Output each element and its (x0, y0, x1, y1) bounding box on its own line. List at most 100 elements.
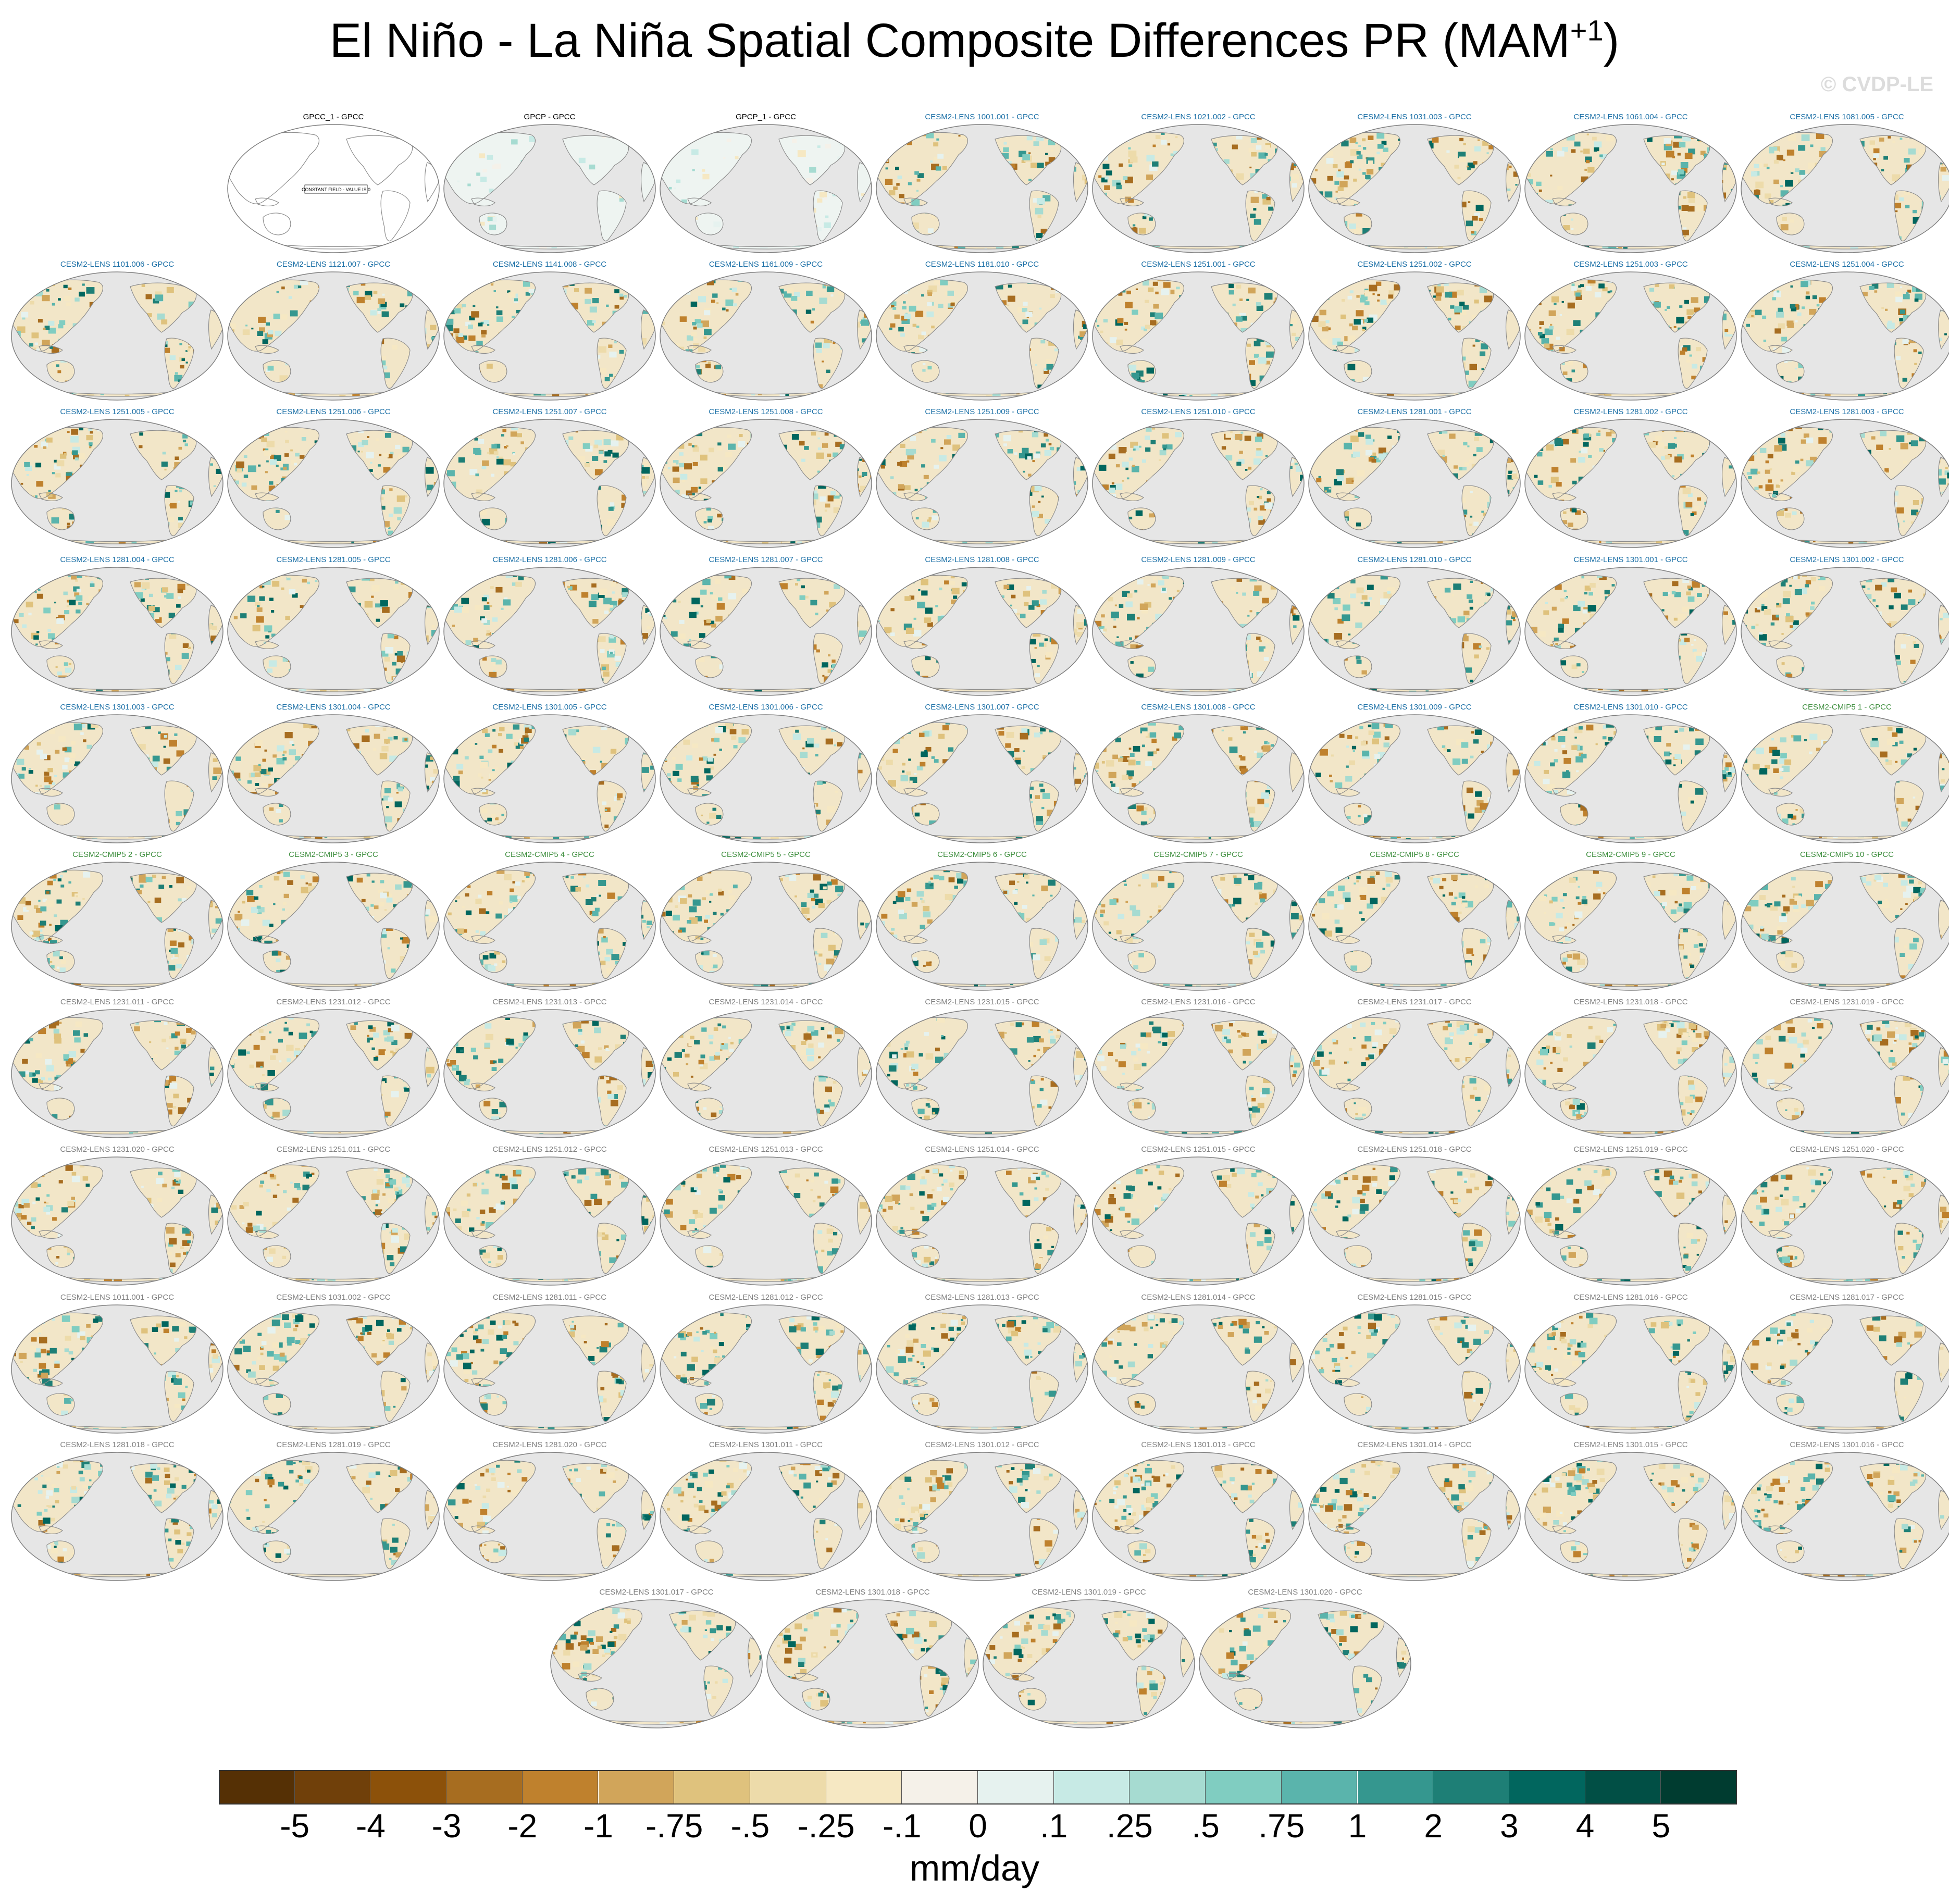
coastline (1859, 1463, 1927, 1513)
coastline (911, 213, 940, 235)
globe-border (227, 419, 440, 548)
coastline (1029, 338, 1059, 389)
coastline (1894, 1075, 1924, 1127)
coastline (1336, 1378, 1360, 1387)
coastline (1552, 1378, 1576, 1387)
coastline (1938, 1342, 1949, 1383)
colorbar-swatch (1281, 1770, 1358, 1805)
globe-border (983, 1599, 1195, 1728)
globe-border (876, 271, 1088, 401)
map-panel: CESM2-LENS 1301.009 - GPCC (1308, 702, 1521, 846)
globe-map (1308, 1452, 1521, 1581)
coastline (1695, 129, 1710, 139)
coastline (614, 571, 629, 582)
coastline (1560, 360, 1588, 383)
coastline (597, 1075, 627, 1127)
panel-title: CESM2-LENS 1301.006 - GPCC (659, 702, 873, 713)
coastline (1695, 424, 1710, 434)
map-panel: CESM2-CMIP5 3 - GPCC (227, 850, 440, 993)
globe-border (1524, 419, 1737, 548)
panel-title: CESM2-LENS 1181.010 - GPCC (875, 259, 1089, 270)
globe-map (11, 714, 224, 843)
coastline (1894, 485, 1924, 537)
globe-border (660, 714, 872, 843)
coastline (11, 575, 103, 647)
coastline (995, 1463, 1062, 1513)
coastline (1560, 213, 1588, 235)
panel-title: CESM2-LENS 1281.018 - GPCC (10, 1440, 224, 1450)
coastline (1127, 213, 1156, 235)
coastline (813, 928, 843, 979)
watermark: © CVDP-LE (1821, 73, 1933, 96)
coastline (830, 1309, 846, 1320)
map-panel: CESM2-LENS 1231.013 - GPCC (443, 997, 656, 1141)
coastline (1093, 132, 1184, 204)
globe-map (227, 567, 440, 696)
coastline (1427, 1463, 1494, 1513)
globe-map (1524, 1452, 1737, 1581)
map-panel: CESM2-LENS 1281.017 - GPCC (1740, 1292, 1949, 1436)
globe-map (1308, 862, 1521, 991)
globe-border (1092, 1009, 1305, 1138)
globe-border (1199, 1599, 1411, 1728)
coastline (1427, 1167, 1494, 1218)
panel-title: CESM2-LENS 1301.009 - GPCC (1308, 702, 1521, 713)
globe-border (1741, 862, 1949, 991)
coastline (1552, 1082, 1576, 1091)
colorbar-tick-label: -1 (584, 1807, 613, 1845)
globe-map (1092, 714, 1305, 843)
globe-border (1308, 419, 1521, 548)
globe-map (227, 419, 440, 548)
coastline (380, 485, 411, 537)
coastline (471, 1378, 495, 1387)
globe-border (1308, 124, 1521, 253)
coastline (39, 788, 63, 797)
coastline (1525, 1460, 1617, 1532)
globe-map (11, 1009, 224, 1138)
globe-map (1308, 1304, 1521, 1434)
coastline (1643, 430, 1710, 480)
panel-title: CESM2-LENS 1301.015 - GPCC (1524, 1440, 1737, 1450)
panel-title: GPCP - GPCC (443, 112, 656, 122)
coastline (778, 1167, 846, 1218)
panel-title: CESM2-LENS 1231.016 - GPCC (1091, 997, 1305, 1007)
map-panel: CESM2-LENS 1251.009 - GPCC (875, 407, 1089, 551)
coastline (614, 866, 629, 877)
coastline (614, 719, 629, 729)
panel-title: CESM2-LENS 1281.006 - GPCC (443, 555, 656, 565)
coastline (444, 1312, 536, 1385)
globe-map (660, 419, 872, 548)
map-panel: CESM2-CMIP5 6 - GPCC (875, 850, 1089, 993)
coastline (660, 722, 752, 794)
coastline (1938, 752, 1949, 793)
globe-map (1092, 271, 1305, 401)
map-panel: CESM2-LENS 1061.004 - GPCC (1524, 112, 1737, 256)
panel-title: CESM2-LENS 1301.004 - GPCC (227, 702, 440, 713)
coastline (660, 1460, 752, 1532)
colorbar-tick-label: .75 (1258, 1807, 1305, 1845)
map-panel: CESM2-LENS 1031.002 - GPCC (227, 1292, 440, 1436)
globe-border (227, 567, 440, 696)
coastline (39, 1230, 63, 1239)
globe-border (11, 1452, 224, 1581)
coastline (398, 276, 413, 287)
coastline (1120, 492, 1144, 501)
coastline (1938, 309, 1949, 350)
map-panel: CESM2-LENS 1231.018 - GPCC (1524, 997, 1737, 1141)
coastline (830, 571, 846, 582)
coastline (263, 803, 291, 826)
coastline (1552, 1525, 1576, 1534)
map-panel: CESM2-LENS 1161.009 - GPCC (659, 259, 873, 403)
coastline (346, 873, 413, 923)
map-panel: CESM2-LENS 1281.015 - GPCC (1308, 1292, 1521, 1436)
map-panel: CESM2-LENS 1301.018 - GPCC (766, 1587, 979, 1731)
coastline (767, 1607, 859, 1679)
globe-map (550, 1599, 763, 1728)
coastline (1552, 640, 1576, 649)
coastline (911, 803, 940, 826)
coastline (1127, 1245, 1156, 1268)
coastline (687, 1082, 712, 1091)
coastline (164, 485, 194, 537)
coastline (695, 1245, 724, 1268)
coastline (398, 1457, 413, 1467)
